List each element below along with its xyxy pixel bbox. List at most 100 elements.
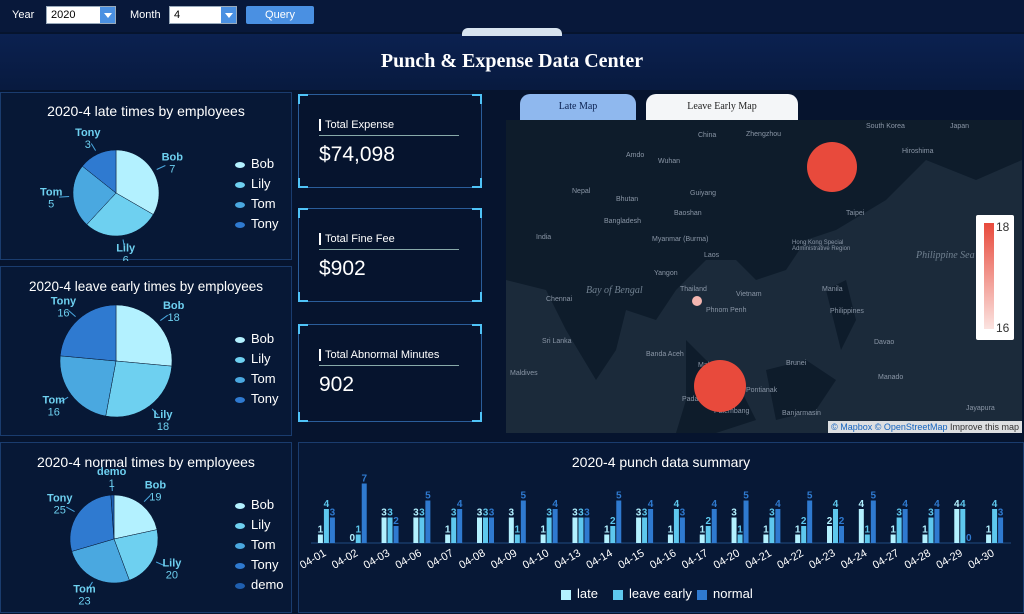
map-marker[interactable] [807, 142, 857, 192]
map-marker[interactable] [694, 360, 746, 412]
tab-late-map[interactable]: Late Map [520, 94, 636, 120]
legend-item-normal[interactable]: normal [697, 586, 753, 601]
legend-item-leave-early[interactable]: leave early [613, 586, 692, 601]
tab-leave-early-map[interactable]: Leave Early Map [646, 94, 798, 120]
legend-item-tom[interactable]: Tom [235, 537, 276, 552]
chevron-down-icon[interactable] [100, 7, 115, 23]
bar-normal[interactable] [934, 509, 939, 543]
bar-late[interactable] [318, 535, 323, 544]
mapbox-link[interactable]: © Mapbox [831, 422, 872, 432]
bar-leave-early[interactable] [738, 535, 743, 544]
bar-leave-early[interactable] [547, 518, 552, 544]
bar-normal[interactable] [744, 501, 749, 544]
bar-leave-early[interactable] [642, 518, 647, 544]
month-select[interactable]: 4 [169, 6, 237, 24]
bar-normal[interactable] [425, 501, 430, 544]
bar-normal[interactable] [998, 518, 1003, 544]
bar-leave-early[interactable] [451, 518, 456, 544]
legend-item-bob[interactable]: Bob [235, 497, 274, 512]
bar-normal[interactable] [839, 526, 844, 543]
legend-item-lily[interactable]: Lily [235, 351, 271, 366]
bar-normal[interactable] [775, 509, 780, 543]
bar-leave-early[interactable] [674, 509, 679, 543]
bar-late[interactable] [509, 518, 514, 544]
bar-normal[interactable] [712, 509, 717, 543]
bar-late[interactable] [763, 535, 768, 544]
pie-label-value: 5 [48, 199, 54, 211]
legend-item-tony[interactable]: Tony [235, 216, 278, 231]
pie-slice-tom[interactable] [60, 356, 116, 416]
legend-item-tony[interactable]: Tony [235, 391, 278, 406]
pie-label-line [66, 507, 74, 512]
bar-leave-early[interactable] [769, 518, 774, 544]
bar-normal[interactable] [489, 518, 494, 544]
bar-late[interactable] [700, 535, 705, 544]
bar-leave-early[interactable] [865, 535, 870, 544]
bar-late[interactable] [954, 509, 959, 543]
bar-leave-early[interactable] [833, 509, 838, 543]
bar-normal[interactable] [362, 484, 367, 544]
bar-normal[interactable] [648, 509, 653, 543]
legend-item-lily[interactable]: Lily [235, 517, 271, 532]
bar-leave-early[interactable] [992, 509, 997, 543]
bar-leave-early[interactable] [324, 509, 329, 543]
bar-leave-early[interactable] [515, 535, 520, 544]
osm-link[interactable]: © OpenStreetMap [875, 422, 948, 432]
bar-late[interactable] [891, 535, 896, 544]
bar-late[interactable] [604, 535, 609, 544]
bar-late[interactable] [382, 518, 387, 544]
bar-late[interactable] [795, 535, 800, 544]
x-tick-label: 04-06 [393, 547, 423, 571]
bar-leave-early[interactable] [928, 518, 933, 544]
bar-normal[interactable] [871, 501, 876, 544]
bar-leave-early[interactable] [419, 518, 424, 544]
bar-late[interactable] [732, 518, 737, 544]
bar-late[interactable] [572, 518, 577, 544]
bar-leave-early[interactable] [706, 526, 711, 543]
bar-leave-early[interactable] [388, 518, 393, 544]
bar-late[interactable] [636, 518, 641, 544]
bar-normal[interactable] [680, 518, 685, 544]
bar-leave-early[interactable] [483, 518, 488, 544]
bar-late[interactable] [922, 535, 927, 544]
legend-item-tom[interactable]: Tom [235, 196, 276, 211]
legend-item-tom[interactable]: Tom [235, 371, 276, 386]
bar-leave-early[interactable] [578, 518, 583, 544]
query-button[interactable]: Query [246, 6, 314, 24]
bar-late[interactable] [541, 535, 546, 544]
bar-normal[interactable] [330, 518, 335, 544]
legend-item-demo[interactable]: demo [235, 577, 284, 592]
bar-normal[interactable] [807, 501, 812, 544]
bar-normal[interactable] [457, 509, 462, 543]
legend-item-tony[interactable]: Tony [235, 557, 278, 572]
improve-map-link[interactable]: Improve this map [950, 422, 1019, 432]
bar-late[interactable] [986, 535, 991, 544]
bar-leave-early[interactable] [960, 509, 965, 543]
bar-late[interactable] [477, 518, 482, 544]
bar-value-label: 2 [839, 516, 845, 527]
legend-item-late[interactable]: late [561, 586, 598, 601]
bar-late[interactable] [668, 535, 673, 544]
legend-item-lily[interactable]: Lily [235, 176, 271, 191]
bar-late[interactable] [827, 526, 832, 543]
map-marker[interactable] [692, 296, 702, 306]
chevron-down-icon[interactable] [221, 7, 236, 23]
bar-leave-early[interactable] [356, 535, 361, 544]
bar-normal[interactable] [394, 526, 399, 543]
bar-normal[interactable] [903, 509, 908, 543]
bar-normal[interactable] [553, 509, 558, 543]
bar-leave-early[interactable] [897, 518, 902, 544]
bar-late[interactable] [445, 535, 450, 544]
bar-leave-early[interactable] [801, 526, 806, 543]
legend-item-bob[interactable]: Bob [235, 156, 274, 171]
bar-late[interactable] [859, 509, 864, 543]
year-select[interactable]: 2020 [46, 6, 116, 24]
pie-slice-bob[interactable] [116, 305, 172, 366]
bar-leave-early[interactable] [610, 526, 615, 543]
bar-late[interactable] [413, 518, 418, 544]
legend-item-bob[interactable]: Bob [235, 331, 274, 346]
bar-normal[interactable] [616, 501, 621, 544]
bar-normal[interactable] [521, 501, 526, 544]
bar-normal[interactable] [584, 518, 589, 544]
